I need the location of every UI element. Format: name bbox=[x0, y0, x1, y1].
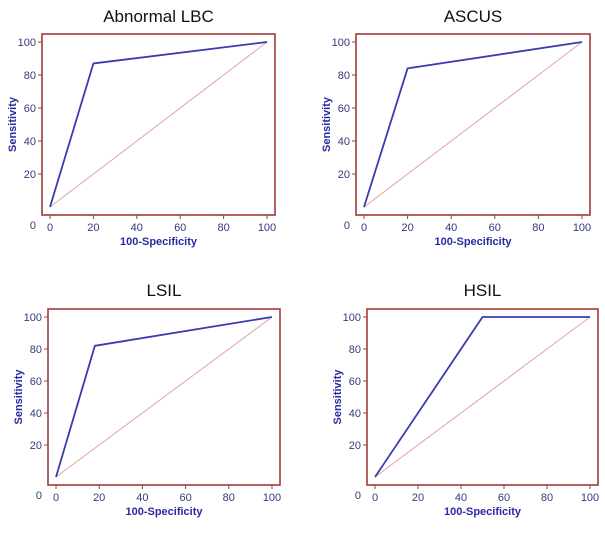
x-tick-label: 100 bbox=[258, 222, 276, 234]
x-tick-label: 0 bbox=[53, 492, 59, 504]
y-tick-label: 80 bbox=[30, 344, 42, 356]
x-tick-label: 0 bbox=[372, 492, 378, 504]
roc-curve-line bbox=[363, 41, 583, 208]
y-tick-label: 0 bbox=[30, 220, 36, 232]
y-tick-label: 20 bbox=[338, 169, 350, 181]
x-tick-label: 20 bbox=[412, 492, 424, 504]
roc-curve-line bbox=[374, 316, 590, 478]
roc-curve-line bbox=[49, 41, 268, 208]
y-tick-label: 100 bbox=[18, 37, 36, 49]
x-tick-label: 80 bbox=[223, 492, 235, 504]
y-tick-label: 20 bbox=[24, 169, 36, 181]
y-tick-label: 20 bbox=[30, 440, 42, 452]
y-tick-label: 0 bbox=[36, 490, 42, 502]
x-tick-label: 100 bbox=[581, 492, 599, 504]
roc-curve-line bbox=[55, 316, 273, 478]
x-tick-label: 40 bbox=[445, 222, 457, 234]
x-tick-label: 40 bbox=[455, 492, 467, 504]
y-tick-label: 40 bbox=[30, 408, 42, 420]
y-axis-label: Sensitivity bbox=[332, 369, 344, 425]
x-axis-label: 100-Specificity bbox=[120, 236, 198, 248]
x-tick-label: 20 bbox=[401, 222, 413, 234]
reference-diagonal-line bbox=[55, 316, 273, 478]
x-tick-label: 0 bbox=[361, 222, 367, 234]
y-tick-label: 40 bbox=[349, 408, 361, 420]
chart-title: LSIL bbox=[147, 281, 182, 300]
y-tick-label: 40 bbox=[24, 136, 36, 148]
x-tick-label: 100 bbox=[263, 492, 281, 504]
y-tick-label: 20 bbox=[349, 440, 361, 452]
x-tick-label: 0 bbox=[47, 222, 53, 234]
y-tick-label: 60 bbox=[338, 103, 350, 115]
reference-diagonal-line bbox=[374, 316, 591, 478]
y-axis-label: Sensitivity bbox=[7, 96, 19, 152]
x-tick-label: 40 bbox=[136, 492, 148, 504]
chart-title: ASCUS bbox=[444, 7, 503, 26]
y-tick-label: 100 bbox=[343, 312, 361, 324]
y-tick-label: 60 bbox=[30, 376, 42, 388]
x-axis-label: 100-Specificity bbox=[444, 506, 522, 518]
x-tick-label: 80 bbox=[532, 222, 544, 234]
y-tick-label: 80 bbox=[24, 70, 36, 82]
x-tick-label: 80 bbox=[541, 492, 553, 504]
x-tick-label: 60 bbox=[498, 492, 510, 504]
x-tick-label: 60 bbox=[174, 222, 186, 234]
x-tick-label: 40 bbox=[131, 222, 143, 234]
y-tick-label: 60 bbox=[24, 103, 36, 115]
reference-diagonal-line bbox=[363, 41, 583, 208]
x-axis-label: 100-Specificity bbox=[125, 506, 203, 518]
y-axis-label: Sensitivity bbox=[13, 369, 25, 425]
x-tick-label: 100 bbox=[573, 222, 591, 234]
y-tick-label: 80 bbox=[349, 344, 361, 356]
x-axis-label: 100-Specificity bbox=[434, 236, 512, 248]
y-tick-label: 40 bbox=[338, 136, 350, 148]
y-tick-label: 100 bbox=[332, 37, 350, 49]
chart-title: HSIL bbox=[464, 281, 502, 300]
x-tick-label: 80 bbox=[217, 222, 229, 234]
x-tick-label: 20 bbox=[87, 222, 99, 234]
reference-diagonal-line bbox=[49, 41, 268, 208]
x-tick-label: 20 bbox=[93, 492, 105, 504]
y-tick-label: 0 bbox=[355, 490, 361, 502]
y-tick-label: 0 bbox=[344, 220, 350, 232]
y-tick-label: 100 bbox=[24, 312, 42, 324]
y-tick-label: 80 bbox=[338, 70, 350, 82]
y-axis-label: Sensitivity bbox=[321, 96, 333, 152]
x-tick-label: 60 bbox=[179, 492, 191, 504]
x-tick-label: 60 bbox=[489, 222, 501, 234]
chart-title: Abnormal LBC bbox=[103, 7, 214, 26]
y-tick-label: 60 bbox=[349, 376, 361, 388]
